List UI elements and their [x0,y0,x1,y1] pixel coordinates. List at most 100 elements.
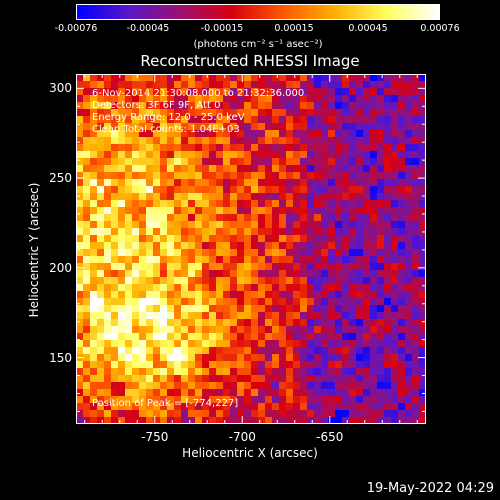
heatmap-cell [286,389,294,397]
heatmap-cell [300,130,308,138]
heatmap-cell [293,305,301,313]
heatmap-cell [111,186,119,194]
heatmap-cell [293,312,301,320]
heatmap-cell [244,256,252,264]
heatmap-cell [167,298,175,306]
heatmap-cell [328,74,336,82]
heatmap-cell [97,144,105,152]
heatmap-cell [139,361,147,369]
heatmap-cell [419,144,426,152]
heatmap-cell [356,109,364,117]
heatmap-cell [132,102,140,110]
heatmap-cell [349,88,357,96]
heatmap-cell [419,284,426,292]
heatmap-cell [209,165,217,173]
heatmap-cell [265,333,273,341]
heatmap-cell [265,186,273,194]
heatmap-cell [419,389,426,397]
heatmap-cell [230,403,238,411]
heatmap-cell [307,137,315,145]
heatmap-cell [111,382,119,390]
heatmap-cell [153,396,161,404]
heatmap-cell [167,305,175,313]
heatmap-cell [118,333,126,341]
heatmap-cell [384,270,392,278]
heatmap-cell [258,179,266,187]
heatmap-cell [216,375,224,383]
heatmap-cell [349,137,357,145]
heatmap-cell [286,137,294,145]
heatmap-cell [174,151,182,159]
heatmap-cell [286,179,294,187]
heatmap-cell [384,354,392,362]
heatmap-cell [111,312,119,320]
heatmap-cell [118,228,126,236]
heatmap-cell [76,81,84,89]
heatmap-cell [272,298,280,306]
heatmap-cell [377,88,385,96]
heatmap-cell [356,221,364,229]
heatmap-cell [370,144,378,152]
heatmap-cell [293,214,301,222]
heatmap-cell [223,221,231,229]
heatmap-cell [223,151,231,159]
heatmap-cell [146,277,154,285]
heatmap-cell [405,347,413,355]
heatmap-cell [321,200,329,208]
heatmap-cell [167,382,175,390]
heatmap-cell [111,256,119,264]
heatmap-cell [321,179,329,187]
heatmap-cell [209,256,217,264]
heatmap-cell [335,186,343,194]
heatmap-cell [153,417,161,424]
heatmap-cell [300,284,308,292]
heatmap-cell [202,207,210,215]
heatmap-cell [370,326,378,334]
heatmap-cell [342,284,350,292]
heatmap-cell [174,186,182,194]
heatmap-cell [216,228,224,236]
heatmap-cell [209,102,217,110]
heatmap-cell [97,389,105,397]
heatmap-cell [146,130,154,138]
heatmap-cell [118,242,126,250]
heatmap-cell [90,172,98,180]
heatmap-cell [335,200,343,208]
heatmap-cell [384,312,392,320]
heatmap-cell [153,88,161,96]
heatmap-cell [209,347,217,355]
heatmap-cell [279,396,287,404]
heatmap-cell [174,284,182,292]
heatmap-cell [76,235,84,243]
heatmap-cell [160,228,168,236]
heatmap-cell [370,347,378,355]
heatmap-cell [286,291,294,299]
heatmap-cell [188,102,196,110]
heatmap-cell [300,186,308,194]
heatmap-cell [146,221,154,229]
heatmap-cell [419,95,426,103]
heatmap-cell [139,165,147,173]
heatmap-cell [293,417,301,424]
heatmap-cell [384,396,392,404]
heatmap-cell [272,116,280,124]
heatmap-cell [286,172,294,180]
heatmap-cell [216,284,224,292]
heatmap-cell [202,193,210,201]
heatmap-cell [307,235,315,243]
heatmap-cell [391,361,399,369]
heatmap-cell [195,95,203,103]
heatmap-cell [349,165,357,173]
heatmap-cell [188,396,196,404]
heatmap-cell [139,333,147,341]
heatmap-cell [174,263,182,271]
heatmap-cell [314,410,322,418]
heatmap-cell [272,263,280,271]
heatmap-cell [181,102,189,110]
heatmap-cell [412,116,420,124]
heatmap-cell [356,102,364,110]
heatmap-cell [160,193,168,201]
heatmap-cell [265,326,273,334]
heatmap-cell [398,312,406,320]
heatmap-cell [181,403,189,411]
